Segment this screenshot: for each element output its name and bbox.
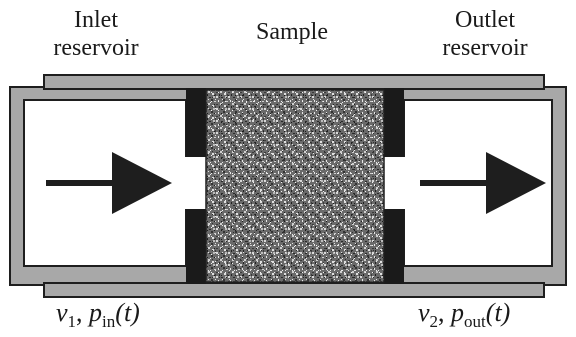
outlet-variables: v2, pout(t): [418, 298, 511, 331]
inlet-port-opening: [186, 157, 206, 209]
outlet-pressure-argument: (t): [485, 298, 511, 327]
sample-outline: [205, 89, 385, 283]
outlet-title-line-2: reservoir: [442, 35, 528, 61]
outlet-pressure-subscript: out: [464, 312, 486, 331]
inlet-volume-symbol: v: [56, 298, 68, 327]
inlet-pressure-symbol: p: [89, 298, 103, 327]
sample-title: Sample: [256, 19, 328, 45]
outlet-title-line-1: Outlet: [455, 7, 515, 33]
outlet-flow-arrow-icon: [420, 152, 546, 214]
inlet-separator: ,: [76, 298, 90, 327]
inlet-variables: v1, pin(t): [56, 298, 140, 331]
sample-texture: [206, 90, 384, 282]
inlet-flow-arrow-icon: [46, 152, 172, 214]
outlet-volume-index: 2: [429, 312, 439, 331]
outlet-separator: ,: [438, 298, 452, 327]
housing-bottom-rim: [43, 282, 545, 298]
outlet-volume-symbol: v: [418, 298, 430, 327]
outlet-port-opening: [384, 157, 404, 209]
inlet-pressure-subscript: in: [102, 312, 116, 331]
inlet-volume-index: 1: [67, 312, 77, 331]
inlet-title-line-1: Inlet: [74, 7, 118, 33]
outlet-reservoir-title: Outlet reservoir: [394, 6, 576, 62]
housing-top-rim: [43, 74, 545, 90]
inlet-reservoir-title: Inlet reservoir: [0, 6, 192, 62]
inlet-title-line-2: reservoir: [53, 35, 139, 61]
outlet-pressure-symbol: p: [451, 298, 465, 327]
inlet-pressure-argument: (t): [115, 298, 140, 327]
